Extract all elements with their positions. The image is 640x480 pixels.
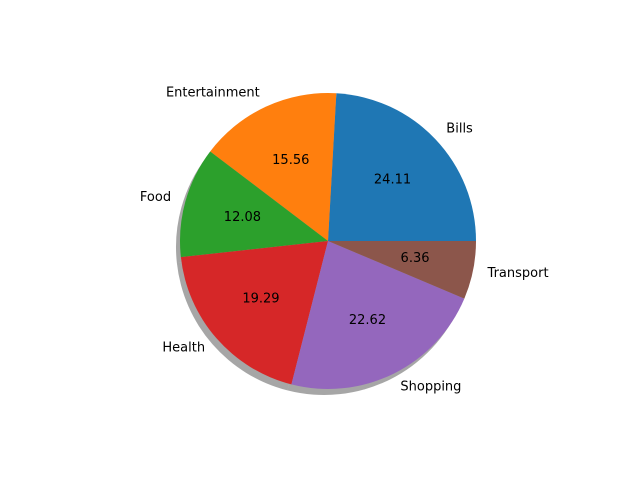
slice-value-shopping: 22.62: [349, 313, 386, 328]
slice-label-entertainment: Entertainment: [166, 86, 260, 101]
slice-value-food: 12.08: [224, 210, 261, 225]
pie-labels: Bills 24.11 Entertainment 15.56 Food 12.08 Hea…: [140, 86, 549, 395]
slice-food: [180, 151, 328, 258]
slice-label-health: Health: [162, 340, 205, 355]
slice-label-shopping: Shopping: [400, 379, 461, 394]
slice-entertainment: [210, 93, 337, 242]
pie-slices: [180, 93, 476, 389]
slice-bills: [328, 93, 476, 241]
slice-value-bills: 24.11: [374, 172, 411, 187]
slice-label-food: Food: [140, 190, 171, 205]
slice-transport: [328, 241, 476, 299]
slice-value-transport: 6.36: [401, 251, 430, 266]
slice-health: [180, 241, 328, 385]
slice-value-health: 19.29: [242, 292, 279, 307]
slice-label-bills: Bills: [446, 122, 473, 137]
slice-value-entertainment: 15.56: [272, 153, 309, 168]
slice-label-transport: Transport: [487, 266, 549, 281]
slice-shopping: [291, 241, 465, 389]
